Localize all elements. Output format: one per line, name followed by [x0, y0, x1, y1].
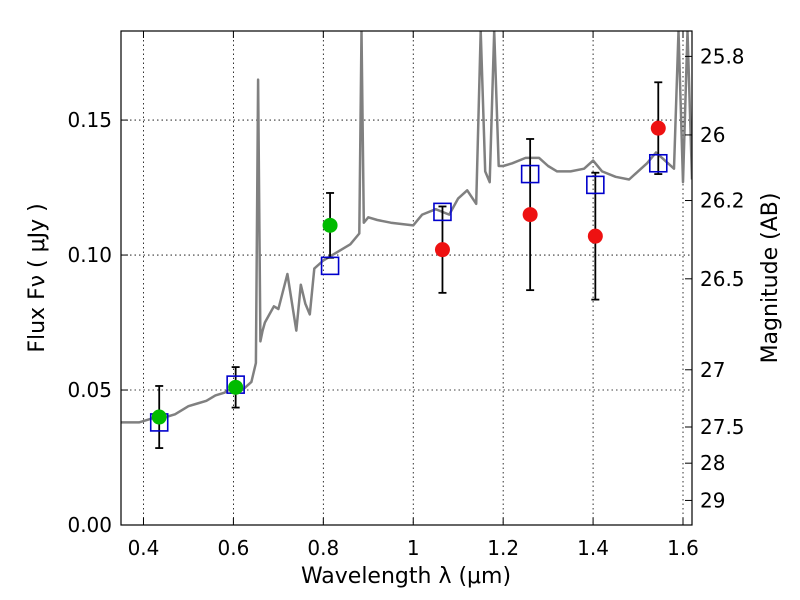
red-data-point	[650, 120, 666, 136]
green-data-point	[322, 217, 338, 233]
y2-tick-label: 26	[700, 123, 725, 147]
y2-tick-label: 27	[700, 358, 725, 382]
x-tick-label: 1.4	[577, 536, 609, 560]
y2-tick-label: 25.8	[700, 44, 745, 68]
model-square-point	[320, 256, 340, 276]
template-spectrum-line	[121, 31, 692, 424]
plot-area	[121, 31, 692, 449]
y2-tick-label: 26.2	[700, 189, 745, 213]
y2-axis-label: Magnitude (AB)	[758, 193, 783, 364]
axes: 0.4 0.6 0.8 1 1.2 1.4 1.6 0.00 0.05 0.10 0.15 25.8 2…	[67, 31, 745, 560]
y-tick-label: 0.15	[67, 108, 112, 132]
model-square-point	[586, 175, 605, 195]
red-data-point	[522, 207, 538, 223]
x-tick-label: 1.2	[487, 536, 519, 560]
x-tick-label: 0.4	[128, 536, 160, 560]
red-data-point	[434, 242, 450, 258]
model-square-point	[433, 202, 452, 222]
green-data-point	[151, 409, 167, 425]
y2-tick-label: 29	[700, 488, 725, 512]
y2-tick-label: 27.5	[700, 415, 745, 439]
plot-frame	[120, 30, 693, 526]
x-tick-label: 0.8	[307, 536, 339, 560]
x-tick-label: 1.6	[667, 536, 699, 560]
y2-tick-label: 28	[700, 451, 725, 475]
y2-tick-label: 26.5	[700, 267, 745, 291]
grid	[121, 31, 692, 525]
green-data-point	[228, 379, 244, 395]
x-axis-label: Wavelength λ (μm)	[301, 564, 511, 589]
x-tick-label: 1	[407, 536, 420, 560]
y-axis-label: Flux Fν ( μJy )	[25, 203, 50, 352]
model-square-point	[648, 153, 668, 173]
red-data-point	[587, 228, 603, 244]
x-tick-label: 0.6	[217, 536, 249, 560]
y-tick-label: 0.10	[67, 243, 112, 267]
y-tick-label: 0.05	[67, 378, 112, 402]
y-tick-label: 0.00	[67, 513, 112, 537]
model-square-point	[520, 164, 540, 184]
